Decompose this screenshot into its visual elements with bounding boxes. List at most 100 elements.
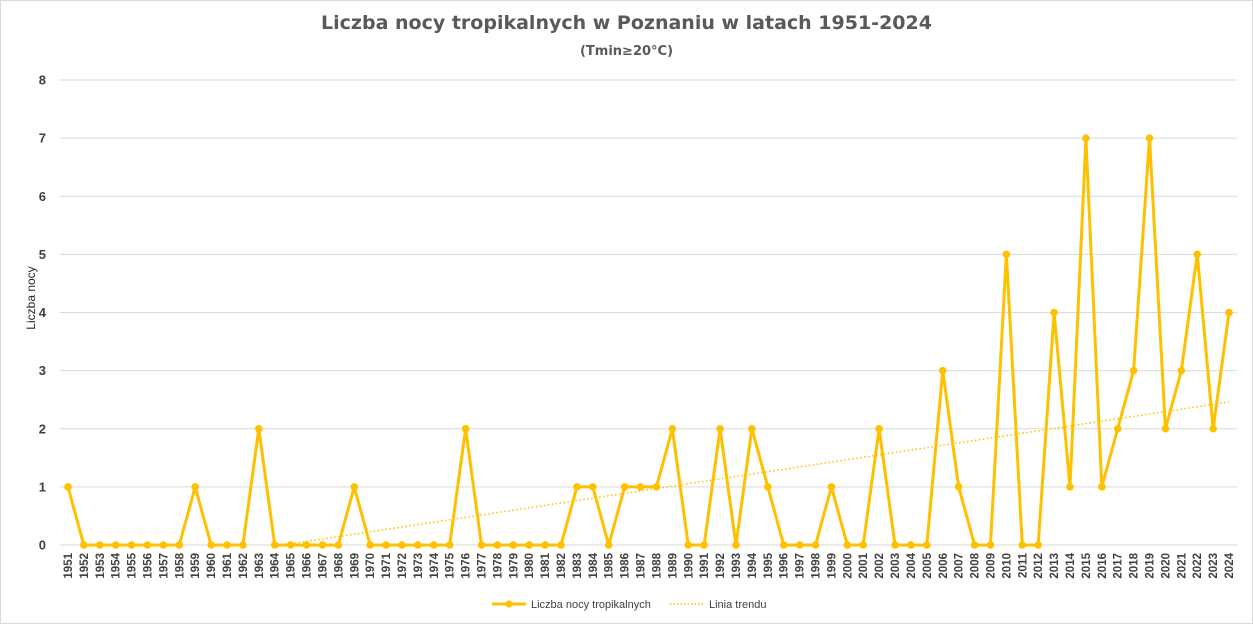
x-tick-label: 1959 [190,553,202,579]
data-point [525,541,534,549]
data-point [716,424,724,433]
data-point [1082,134,1090,142]
data-point [859,541,868,549]
y-tick-label: 6 [39,189,46,204]
x-tick-label: 1973 [413,553,425,579]
x-tick-label: 1996 [779,553,791,579]
y-tick-label: 7 [39,131,46,146]
data-point [541,541,549,549]
x-tick-label: 1961 [222,552,234,578]
series-line [66,136,1231,547]
x-tick-label: 1966 [302,553,314,579]
data-point [1129,366,1138,375]
x-tick-label: 2006 [938,553,950,579]
y-tick-label: 3 [39,363,46,378]
x-tick-label: 1967 [317,553,329,579]
x-tick-label: 2013 [1049,553,1061,579]
x-tick-label: 1974 [429,552,441,578]
data-point [64,483,72,491]
x-tick-label: 1993 [731,553,743,579]
data-point [1002,250,1011,259]
x-tick-label: 2022 [1192,553,1204,579]
data-point [191,483,199,491]
data-point [954,483,963,491]
y-tick-label: 4 [39,305,47,320]
x-tick-label: 2012 [1033,553,1045,579]
data-point [907,541,915,549]
data-point [557,541,565,549]
x-tick-label: 2004 [906,552,918,578]
x-tick-label: 2011 [1017,552,1029,578]
x-tick-label: 2023 [1208,553,1220,579]
x-tick-label: 2014 [1065,552,1077,578]
x-tick-label: 1979 [508,553,520,579]
data-point [779,541,788,549]
x-tick-label: 1971 [381,552,393,578]
x-tick-label: 1953 [95,553,107,579]
legend-trend-label: Linia trendu [709,599,767,611]
data-point [1161,424,1170,433]
x-tick-label: 1954 [111,552,123,578]
data-point [875,424,883,433]
data-point [80,541,88,549]
x-tick-label: 1972 [397,553,409,579]
data-point [334,541,343,549]
x-tick-label: 2019 [1145,553,1157,579]
y-tick-label: 1 [39,479,46,494]
data-point [270,541,279,549]
x-tick-label: 1984 [588,552,600,578]
data-point [382,541,390,549]
data-point [111,541,120,549]
x-tick-label: 2009 [985,553,997,579]
data-point [732,541,740,549]
y-axis-ticks: 0 1 2 3 4 5 6 7 8 [39,73,47,553]
x-tick-label: 1998 [811,552,823,578]
data-point [159,541,168,549]
data-point [1098,483,1106,491]
data-point [843,541,852,549]
x-tick-label: 2002 [874,553,886,579]
data-point [398,541,406,549]
x-tick-label: 2021 [1176,552,1188,578]
data-point [1050,308,1058,317]
data-point [366,541,374,549]
y-tick-label: 0 [39,538,46,553]
x-tick-label: 1952 [79,553,91,579]
x-tick-label: 2017 [1113,553,1125,579]
x-tick-label: 1960 [206,553,218,579]
x-tick-label: 1999 [826,553,838,579]
legend-series-swatch-marker [505,600,513,608]
x-tick-label: 2003 [890,553,902,579]
x-tick-label: 1997 [795,553,807,579]
data-point [763,483,772,491]
data-point [223,541,231,549]
y-tick-label: 2 [39,421,46,436]
data-point [350,483,359,491]
y-axis-title: Liczba nocy [24,266,38,329]
x-tick-label: 1976 [461,553,473,579]
data-point [429,541,438,549]
data-point [461,424,470,433]
data-point [811,541,820,549]
x-tick-label: 1994 [747,552,759,578]
x-tick-label: 1990 [683,553,695,579]
y-tick-label: 5 [39,247,46,262]
x-tick-label: 2016 [1097,553,1109,579]
gridlines [60,79,1237,546]
data-point [1066,483,1074,491]
data-point [509,541,518,549]
data-point [636,483,645,491]
data-point [1145,134,1154,142]
data-point [891,541,899,549]
data-point [700,541,708,549]
data-point [477,541,486,549]
x-tick-label: 2008 [970,552,982,578]
data-point [318,541,327,549]
x-tick-label: 2000 [842,553,854,579]
x-tick-label: 2007 [954,553,966,579]
data-point [1177,366,1186,375]
x-tick-label: 1963 [254,553,266,579]
data-point [589,483,597,491]
legend-series-label: Liczba nocy tropikalnych [531,599,651,611]
